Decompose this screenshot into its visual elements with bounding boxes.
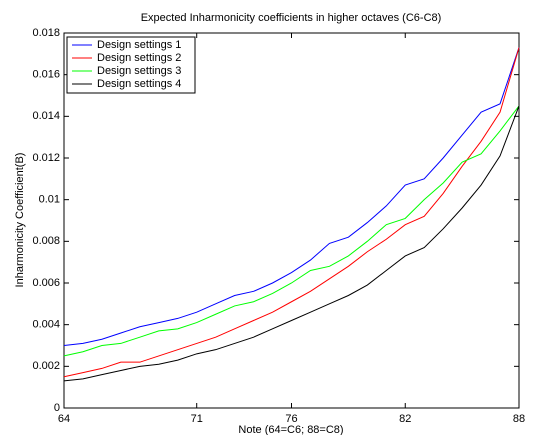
y-axis-label: Inharmonicity Coefficient(B) — [14, 153, 26, 288]
y-tick-label: 0.014 — [32, 110, 60, 122]
y-tick-label: 0.002 — [32, 360, 60, 372]
x-tick-label: 71 — [191, 413, 203, 425]
plot-area — [63, 32, 520, 409]
series-line — [63, 105, 520, 357]
x-tick-label: 64 — [58, 413, 70, 425]
legend-label: Design settings 4 — [97, 78, 181, 90]
legend-label: Design settings 2 — [97, 52, 181, 64]
x-axis-label: Note (64=C6; 88=C8) — [238, 424, 343, 435]
legend-label: Design settings 3 — [97, 65, 181, 77]
y-tick-label: 0.008 — [32, 235, 60, 247]
y-tick-label: 0.004 — [32, 319, 60, 331]
x-tick-label: 76 — [285, 413, 297, 425]
series-line — [63, 47, 520, 346]
legend-label: Design settings 1 — [97, 39, 181, 51]
y-tick-label: 0.006 — [32, 277, 60, 289]
series-line — [63, 105, 520, 382]
y-tick-label: 0 — [54, 402, 60, 414]
y-tick-label: 0.016 — [32, 69, 60, 81]
chart-title: Expected Inharmonicity coefficients in h… — [141, 12, 442, 24]
y-tick-label: 0.01 — [39, 194, 60, 206]
series-line — [63, 47, 520, 378]
y-tick-label: 0.018 — [32, 27, 60, 39]
y-tick-label: 0.012 — [32, 152, 60, 164]
x-tick-label: 82 — [399, 413, 411, 425]
x-tick-label: 88 — [513, 413, 525, 425]
